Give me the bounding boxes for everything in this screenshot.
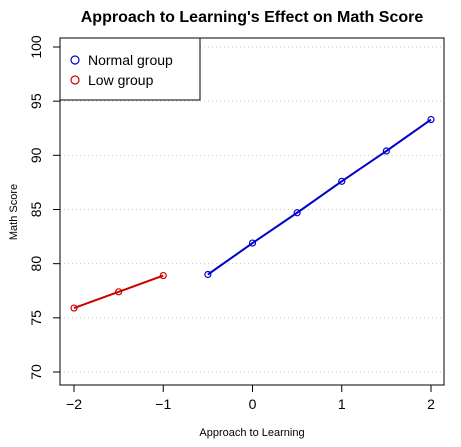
data-point: [70, 304, 78, 312]
data-point: [159, 271, 167, 280]
chart-title: Approach to Learning's Effect on Math Sc…: [81, 9, 424, 26]
x-tick-label: −2: [66, 396, 82, 412]
legend-label-normal: Normal group: [88, 52, 173, 68]
y-tick-label: 70: [28, 364, 44, 380]
data-point: [248, 239, 257, 247]
series-line: [73, 274, 164, 310]
x-tick-label: 0: [249, 396, 257, 412]
x-tick-label: 2: [427, 396, 435, 412]
y-tick-label: 90: [28, 147, 44, 163]
legend-marker-low: [70, 75, 80, 85]
data-point: [293, 209, 301, 217]
legend-label-low: Low group: [88, 72, 154, 88]
y-axis-ticks: 70 75 80 85 90 95 100: [28, 35, 60, 380]
legend-box: [59, 37, 201, 101]
y-tick-label: 80: [28, 256, 44, 272]
y-tick-label: 85: [28, 202, 44, 218]
y-tick-label: 75: [28, 310, 44, 326]
legend: Normal group Low group: [59, 37, 201, 101]
x-axis-ticks: −2 −1 0 1 2: [66, 385, 435, 412]
x-tick-label: 1: [338, 396, 346, 412]
data-point: [427, 115, 435, 124]
data-point: [115, 288, 123, 296]
series-line: [207, 118, 432, 276]
data-point: [338, 177, 346, 185]
y-tick-label: 100: [28, 35, 44, 59]
data-point: [382, 147, 390, 155]
data-point: [204, 270, 212, 279]
legend-marker-normal: [70, 55, 80, 65]
x-axis-label: Approach to Learning: [199, 427, 304, 439]
y-axis-label: Math Score: [8, 184, 20, 240]
x-tick-label: −1: [155, 396, 171, 412]
series-layer: [70, 115, 435, 312]
y-tick-label: 95: [28, 93, 44, 109]
